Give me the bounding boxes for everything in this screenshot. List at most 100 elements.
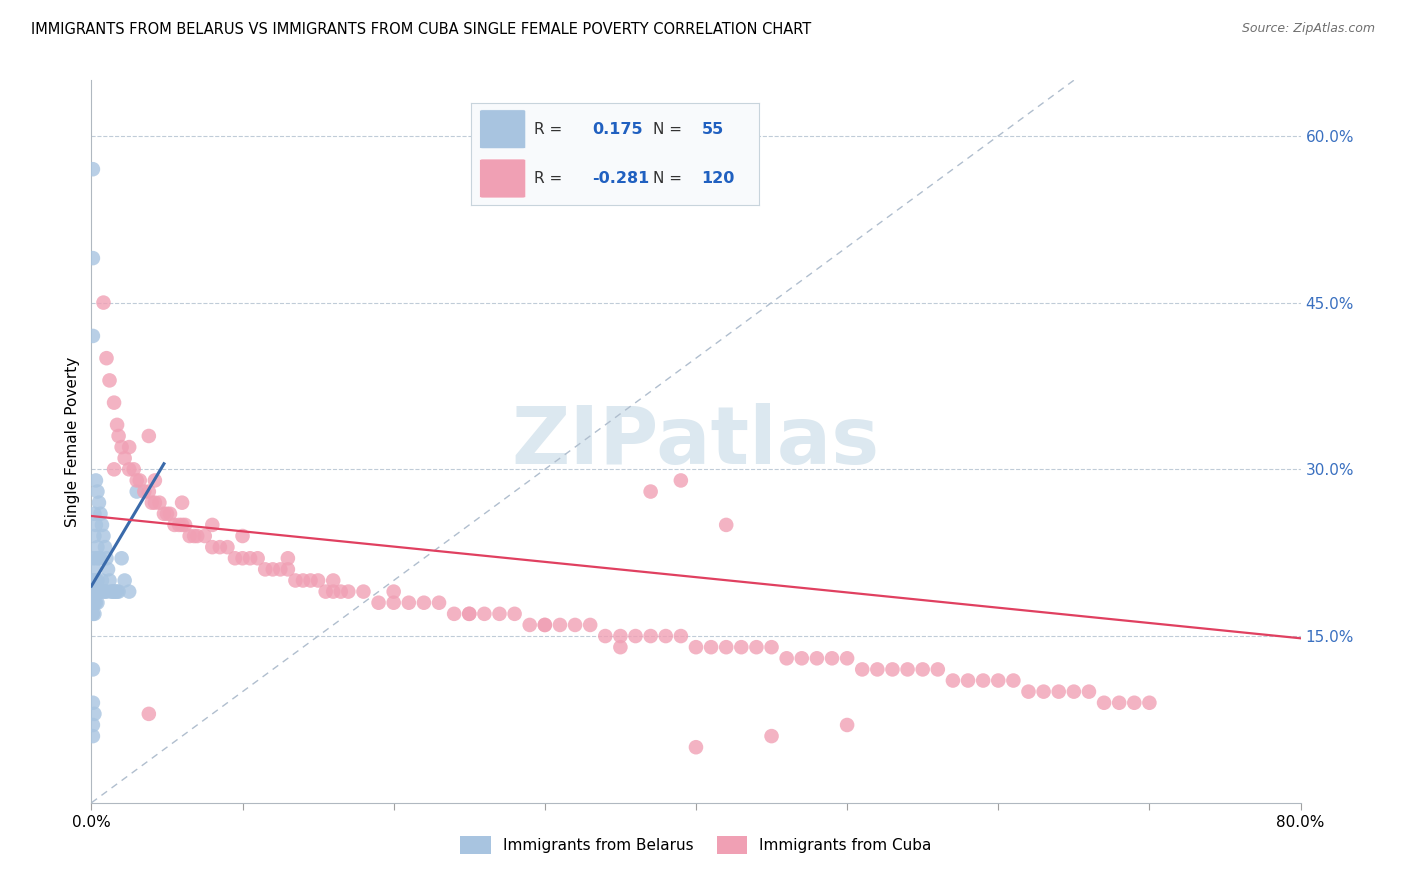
Point <box>239 551 262 566</box>
Point <box>86 484 108 499</box>
Point <box>174 517 197 532</box>
Text: Source: ZipAtlas.com: Source: ZipAtlas.com <box>1241 22 1375 36</box>
Point <box>254 562 277 576</box>
Point <box>82 551 104 566</box>
Point <box>1032 684 1054 698</box>
Point <box>640 629 662 643</box>
Text: -0.281: -0.281 <box>592 171 650 186</box>
Point <box>956 673 979 688</box>
Point <box>143 474 166 488</box>
Point <box>118 584 141 599</box>
Point <box>93 584 115 599</box>
Point <box>669 474 692 488</box>
Text: 55: 55 <box>702 121 724 136</box>
Point <box>367 596 389 610</box>
Point <box>443 607 465 621</box>
Point <box>519 618 541 632</box>
Point <box>87 584 110 599</box>
Point <box>927 662 949 676</box>
Point <box>269 562 291 576</box>
Point <box>105 584 128 599</box>
Point <box>329 584 352 599</box>
Point <box>1047 684 1070 698</box>
Point <box>201 540 224 554</box>
Point <box>194 529 217 543</box>
Point <box>488 607 510 621</box>
Point <box>231 529 253 543</box>
Point <box>299 574 322 588</box>
Point <box>82 729 104 743</box>
Point <box>761 640 783 655</box>
Point <box>1018 684 1040 698</box>
Point <box>654 629 676 643</box>
Point <box>138 484 160 499</box>
Point <box>821 651 844 665</box>
Point <box>1002 673 1025 688</box>
Point <box>93 295 115 310</box>
Point <box>942 673 965 688</box>
Point <box>83 529 105 543</box>
Point <box>107 429 129 443</box>
Point <box>685 740 707 755</box>
Point <box>307 574 329 588</box>
Point <box>866 662 889 676</box>
Text: 120: 120 <box>702 171 735 186</box>
Text: IMMIGRANTS FROM BELARUS VS IMMIGRANTS FROM CUBA SINGLE FEMALE POVERTY CORRELATIO: IMMIGRANTS FROM BELARUS VS IMMIGRANTS FR… <box>31 22 811 37</box>
Point <box>97 562 120 576</box>
Point <box>352 584 374 599</box>
Point <box>128 474 150 488</box>
Point <box>83 562 105 576</box>
Point <box>89 507 111 521</box>
Point <box>564 618 586 632</box>
Point <box>835 718 858 732</box>
Point <box>172 517 194 532</box>
Point <box>111 551 132 566</box>
Point <box>231 551 253 566</box>
Point <box>98 373 121 387</box>
Point <box>246 551 269 566</box>
Point <box>277 551 299 566</box>
Point <box>100 584 122 599</box>
Point <box>776 651 799 665</box>
Point <box>595 629 617 643</box>
Point <box>107 584 129 599</box>
Point <box>897 662 920 676</box>
Point <box>208 540 231 554</box>
Point <box>148 496 170 510</box>
Point <box>1139 696 1161 710</box>
Point <box>179 529 201 543</box>
Point <box>134 484 156 499</box>
Point <box>1077 684 1099 698</box>
Point <box>1063 684 1085 698</box>
Point <box>548 618 571 632</box>
Point <box>186 529 208 543</box>
Point <box>972 673 994 688</box>
Point <box>114 574 136 588</box>
Point <box>87 551 110 566</box>
Point <box>104 584 127 599</box>
Point <box>82 718 104 732</box>
Point <box>101 584 124 599</box>
Point <box>94 540 117 554</box>
Point <box>987 673 1010 688</box>
Point <box>156 507 179 521</box>
Point <box>125 474 148 488</box>
Point <box>83 584 105 599</box>
Point <box>84 551 107 566</box>
Point <box>640 484 662 499</box>
Point <box>153 507 176 521</box>
Point <box>322 574 344 588</box>
Text: 0.175: 0.175 <box>592 121 643 136</box>
Point <box>96 551 118 566</box>
Point <box>93 529 115 543</box>
Point <box>125 484 148 499</box>
Point <box>472 607 495 621</box>
Point <box>82 574 104 588</box>
Text: ZIPatlas: ZIPatlas <box>512 402 880 481</box>
Point <box>84 574 107 588</box>
Point <box>624 629 647 643</box>
Point <box>315 584 337 599</box>
Point <box>82 696 104 710</box>
FancyBboxPatch shape <box>479 159 526 198</box>
Point <box>84 517 107 532</box>
